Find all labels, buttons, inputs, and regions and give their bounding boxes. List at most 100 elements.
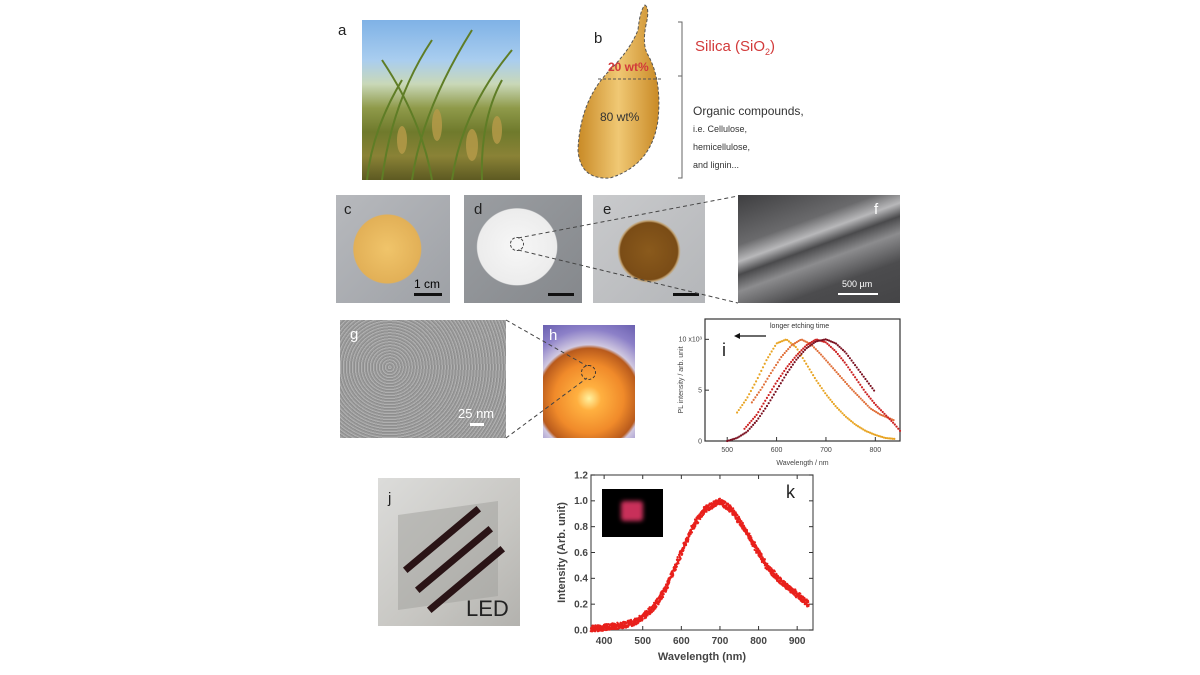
data-point xyxy=(826,361,830,364)
data-point xyxy=(848,357,851,360)
data-point xyxy=(827,396,830,399)
data-point xyxy=(867,395,870,398)
data-point xyxy=(760,369,763,372)
led-device-photo: j LED xyxy=(378,478,520,626)
data-point xyxy=(755,393,759,396)
data-point xyxy=(792,589,795,592)
x-axis-label: Wavelength / nm xyxy=(776,460,828,467)
data-point xyxy=(777,385,781,388)
data-point xyxy=(757,417,760,420)
data-point xyxy=(835,371,838,374)
series-0 xyxy=(735,338,896,440)
data-point xyxy=(776,379,779,383)
rice-husk-photo: c 1 cm xyxy=(336,195,450,303)
data-point xyxy=(862,388,865,391)
data-point xyxy=(795,358,798,361)
data-point xyxy=(847,354,850,357)
data-point xyxy=(776,387,779,391)
data-point xyxy=(891,437,894,440)
data-point xyxy=(683,546,686,549)
data-point xyxy=(781,353,785,357)
data-point xyxy=(733,437,736,440)
y-tick-label: 10 x10³ xyxy=(679,337,703,344)
data-point xyxy=(798,354,801,357)
data-point xyxy=(681,548,685,551)
orange-luminescence-photo: h xyxy=(543,325,635,438)
data-point xyxy=(591,624,594,627)
data-point xyxy=(720,500,723,503)
data-point xyxy=(869,384,872,388)
data-point xyxy=(832,402,835,406)
data-point xyxy=(841,359,845,362)
data-point xyxy=(854,392,857,395)
data-point xyxy=(763,362,766,365)
data-point xyxy=(768,374,771,378)
data-point xyxy=(813,376,816,380)
data-point xyxy=(865,430,868,433)
data-point xyxy=(784,367,788,370)
data-point xyxy=(788,346,792,349)
data-point xyxy=(787,347,790,351)
data-point xyxy=(767,356,770,359)
panel-label-f: f xyxy=(874,201,879,218)
data-point xyxy=(805,344,808,347)
data-point xyxy=(745,431,748,434)
data-point xyxy=(833,341,836,344)
data-point xyxy=(809,341,812,345)
data-point xyxy=(824,338,827,341)
data-point xyxy=(760,554,763,558)
data-point xyxy=(765,404,769,408)
data-point xyxy=(790,360,793,364)
data-point xyxy=(696,521,699,524)
data-point xyxy=(843,361,846,364)
data-point xyxy=(848,418,851,421)
data-point xyxy=(822,340,826,343)
data-point xyxy=(851,421,854,424)
data-point xyxy=(791,363,794,366)
connector-lines xyxy=(505,195,739,439)
data-point xyxy=(761,386,764,389)
data-point xyxy=(727,439,731,442)
data-point xyxy=(789,341,792,344)
data-point xyxy=(784,373,788,376)
data-point xyxy=(741,403,744,407)
data-point xyxy=(802,350,805,353)
data-point xyxy=(780,340,784,343)
data-point xyxy=(892,418,895,422)
data-point xyxy=(734,437,737,440)
data-point xyxy=(807,603,810,606)
data-point xyxy=(702,512,705,516)
data-point xyxy=(787,340,791,343)
x-tick-label: 600 xyxy=(673,636,690,647)
data-point xyxy=(750,539,753,542)
data-point xyxy=(746,429,750,432)
data-point xyxy=(795,354,798,357)
data-point xyxy=(826,342,829,345)
data-point xyxy=(878,407,881,410)
data-point xyxy=(776,361,779,364)
data-point xyxy=(763,559,766,562)
data-point xyxy=(738,435,741,438)
data-point xyxy=(746,423,750,426)
data-point xyxy=(769,371,773,375)
data-point xyxy=(718,497,722,500)
data-point xyxy=(765,359,768,362)
scale-bar-d xyxy=(548,293,574,296)
panel-label-g: g xyxy=(350,326,359,343)
data-point xyxy=(768,353,772,356)
data-point xyxy=(895,425,898,428)
data-point xyxy=(795,340,798,344)
data-point xyxy=(802,339,805,342)
data-point xyxy=(823,357,826,360)
data-point xyxy=(838,345,841,348)
data-point xyxy=(764,380,767,383)
data-point xyxy=(687,538,690,541)
data-point xyxy=(829,340,832,343)
data-point xyxy=(769,399,772,402)
data-point xyxy=(857,395,861,398)
data-point xyxy=(799,592,802,595)
data-point xyxy=(893,423,896,426)
data-point xyxy=(760,560,764,564)
data-point xyxy=(880,413,883,417)
data-point xyxy=(779,382,782,385)
